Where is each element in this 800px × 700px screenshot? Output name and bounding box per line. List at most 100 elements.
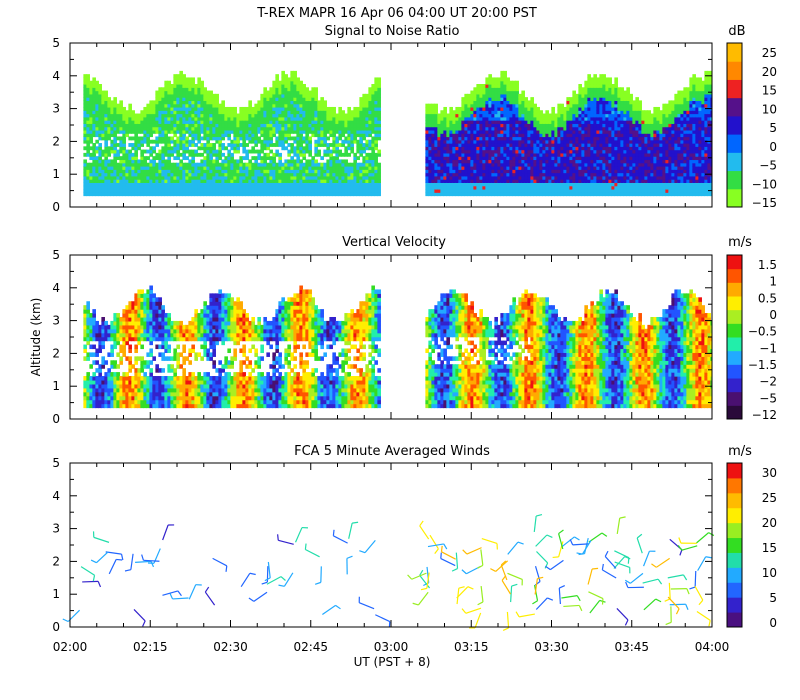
- snr-cell: [605, 188, 609, 193]
- snr-cell: [602, 93, 606, 98]
- snr-cell: [200, 146, 204, 151]
- snr-cell: [242, 188, 246, 193]
- snr-cell: [146, 192, 150, 197]
- snr-cell: [455, 120, 459, 124]
- snr-cell: [206, 146, 210, 151]
- snr-cell: [362, 120, 366, 124]
- snr-cell: [299, 192, 303, 197]
- snr-cell: [293, 77, 297, 82]
- snr-cell: [248, 123, 252, 128]
- snr-cell: [521, 120, 525, 124]
- snr-cell: [593, 146, 597, 151]
- snr-cell: [95, 162, 99, 167]
- snr-cell: [185, 77, 189, 82]
- snr-cell: [551, 162, 555, 167]
- snr-cell: [299, 97, 303, 101]
- snr-cell: [530, 123, 534, 128]
- snr-cell: [203, 166, 207, 170]
- snr-cell: [266, 123, 270, 128]
- snr-cell: [164, 97, 168, 101]
- snr-cell: [356, 143, 360, 147]
- snr-cell: [92, 84, 96, 88]
- snr-cell: [296, 123, 300, 128]
- snr-cell: [254, 175, 258, 180]
- snr-cell: [248, 149, 252, 154]
- snr-cell: [299, 169, 303, 174]
- snr-cell: [377, 77, 381, 82]
- snr-cell: [95, 166, 99, 170]
- snr-cell: [620, 192, 624, 197]
- snr-cell: [98, 90, 102, 95]
- snr-cell: [428, 110, 432, 115]
- snr-cell: [185, 166, 189, 170]
- snr-cell: [524, 156, 528, 161]
- snr-cell: [293, 149, 297, 154]
- snr-cell: [524, 166, 528, 170]
- snr-cell: [548, 113, 552, 118]
- snr-cell: [185, 172, 189, 177]
- snr-cell: [473, 139, 477, 144]
- snr-cell: [299, 143, 303, 147]
- snr-cell: [296, 113, 300, 118]
- snr-cell: [605, 146, 609, 151]
- snr-cell: [272, 175, 276, 180]
- snr-cell: [137, 143, 141, 147]
- snr-cell: [605, 133, 609, 138]
- snr-cell: [263, 113, 267, 118]
- snr-cell: [212, 123, 216, 128]
- snr-cell: [155, 100, 159, 105]
- snr-cell: [482, 188, 486, 193]
- snr-cell: [101, 175, 105, 180]
- snr-cell: [446, 159, 450, 164]
- snr-cell: [188, 139, 192, 144]
- snr-cell: [446, 136, 450, 141]
- snr-cell: [299, 172, 303, 177]
- snr-cell: [269, 100, 273, 105]
- snr-cell: [548, 143, 552, 147]
- snr-cell: [206, 169, 210, 174]
- snr-cell: [203, 123, 207, 128]
- snr-cell: [596, 84, 600, 88]
- snr-cell: [284, 123, 288, 128]
- snr-cell: [347, 113, 351, 118]
- snr-cell: [623, 100, 627, 105]
- snr-cell: [251, 106, 255, 111]
- snr-cell: [611, 84, 615, 88]
- snr-cell: [617, 113, 621, 118]
- snr-cell: [263, 116, 267, 121]
- snr-cell: [560, 133, 564, 138]
- snr-cell: [353, 159, 357, 164]
- snr-cell: [329, 152, 333, 157]
- snr-cell: [239, 169, 243, 174]
- snr-cell: [143, 182, 147, 187]
- snr-cell: [434, 169, 438, 174]
- snr-cell: [203, 136, 207, 141]
- snr-cell: [134, 152, 138, 157]
- snr-cell: [311, 172, 315, 177]
- snr-cell: [200, 185, 204, 190]
- snr-cell: [278, 192, 282, 197]
- snr-cell: [608, 80, 612, 85]
- snr-cell: [425, 172, 429, 177]
- snr-cell: [554, 139, 558, 144]
- snr-cell: [239, 136, 243, 141]
- snr-cell: [140, 123, 144, 128]
- snr-cell: [200, 129, 204, 134]
- snr-cell: [593, 136, 597, 141]
- snr-cell: [248, 136, 252, 141]
- snr-cell: [308, 175, 312, 180]
- snr-cell: [167, 152, 171, 157]
- snr-cell: [590, 123, 594, 128]
- snr-cell: [233, 106, 237, 111]
- snr-cell: [617, 129, 621, 134]
- snr-cell: [578, 169, 582, 174]
- snr-cell: [425, 156, 429, 161]
- snr-cell: [281, 146, 285, 151]
- snr-cell: [521, 192, 525, 197]
- snr-cell: [272, 143, 276, 147]
- snr-cell: [185, 100, 189, 105]
- snr-cell: [569, 182, 573, 187]
- snr-cell: [83, 192, 87, 197]
- snr-cell: [350, 185, 354, 190]
- snr-cell: [188, 120, 192, 124]
